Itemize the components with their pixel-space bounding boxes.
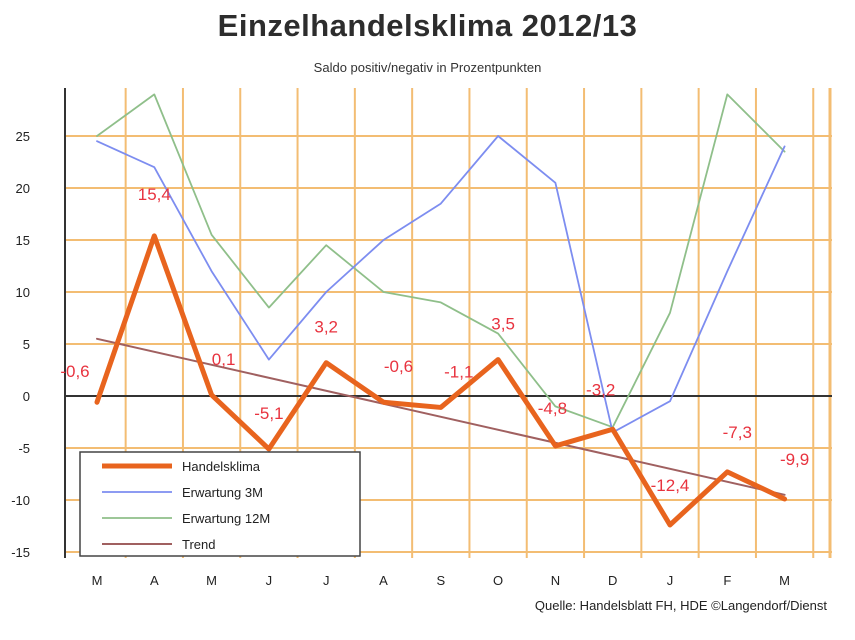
x-tick-label: M bbox=[779, 573, 790, 588]
y-tick-label: 25 bbox=[16, 129, 30, 144]
x-tick-label: S bbox=[436, 573, 445, 588]
x-tick-label: M bbox=[206, 573, 217, 588]
series-line-trend bbox=[96, 337, 786, 496]
legend-label: Erwartung 12M bbox=[182, 511, 270, 526]
legend-label: Erwartung 3M bbox=[182, 485, 263, 500]
data-label: 0,1 bbox=[212, 350, 236, 369]
data-label: -3,2 bbox=[586, 380, 615, 399]
data-label: 3,5 bbox=[491, 315, 515, 334]
x-tick-label: M bbox=[92, 573, 103, 588]
data-label: -7,3 bbox=[723, 423, 752, 442]
y-tick-label: 20 bbox=[16, 181, 30, 196]
data-label: -4,8 bbox=[538, 399, 567, 418]
data-label: -0,6 bbox=[384, 357, 413, 376]
data-label: -12,4 bbox=[651, 476, 690, 495]
data-label: -0,6 bbox=[60, 362, 89, 381]
y-tick-label: 0 bbox=[23, 389, 30, 404]
x-tick-label: F bbox=[723, 573, 731, 588]
x-tick-label: J bbox=[323, 573, 330, 588]
data-label: 15,4 bbox=[138, 185, 171, 204]
source-note: Quelle: Handelsblatt FH, HDE ©Langendorf… bbox=[534, 598, 827, 613]
legend-label: Trend bbox=[182, 537, 215, 552]
data-label: -1,1 bbox=[444, 362, 473, 381]
x-tick-label: A bbox=[379, 573, 388, 588]
legend-box bbox=[79, 451, 361, 557]
legend-label: Handelsklima bbox=[182, 459, 261, 474]
x-tick-label: N bbox=[551, 573, 560, 588]
chart-title: Einzelhandelsklima 2012/13 bbox=[217, 8, 638, 43]
x-tick-label: D bbox=[608, 573, 617, 588]
x-tick-label: A bbox=[150, 573, 159, 588]
chart-subtitle: Saldo positiv/negativ in Prozentpunkten bbox=[313, 60, 542, 75]
y-tick-label: 15 bbox=[16, 233, 30, 248]
series-line-erwartung-12m bbox=[96, 93, 786, 429]
series-line-erwartung-3m bbox=[96, 135, 786, 434]
y-tick-label: 5 bbox=[23, 337, 30, 352]
x-tick-label: J bbox=[667, 573, 674, 588]
data-label: 3,2 bbox=[314, 318, 338, 337]
data-label: -9,9 bbox=[780, 450, 809, 469]
data-label: -5,1 bbox=[254, 404, 283, 423]
x-tick-label: J bbox=[266, 573, 273, 588]
y-tick-label: -15 bbox=[11, 545, 30, 560]
series-line-handelsklima bbox=[94, 233, 788, 528]
y-tick-label: 10 bbox=[16, 285, 30, 300]
x-tick-label: O bbox=[493, 573, 503, 588]
y-tick-label: -5 bbox=[18, 441, 30, 456]
y-tick-label: -10 bbox=[11, 493, 30, 508]
